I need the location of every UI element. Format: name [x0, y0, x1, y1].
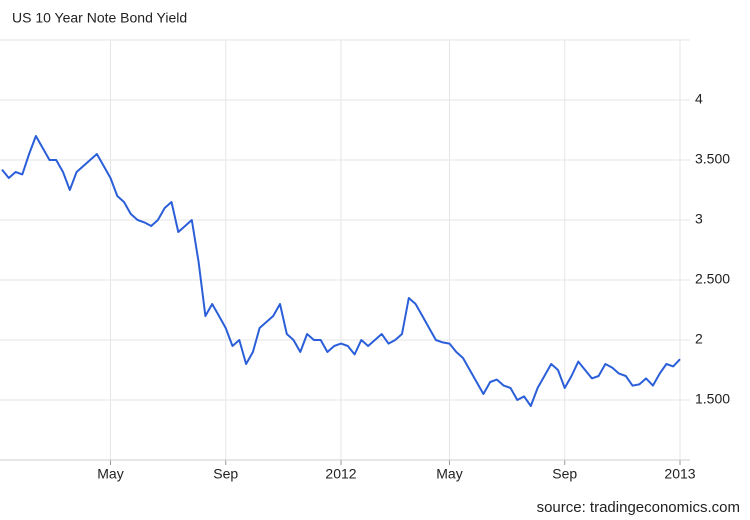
x-tick-label: 2012 [325, 466, 356, 482]
line-series [1, 135, 681, 407]
y-tick-label: 4 [695, 91, 703, 107]
x-tick-label: May [97, 466, 123, 482]
x-tick-label: 2013 [664, 466, 695, 482]
x-tick-label: Sep [552, 466, 577, 482]
y-tick-label: 1.500 [695, 391, 730, 407]
y-tick-label: 2.500 [695, 271, 730, 287]
x-tick-label: May [436, 466, 462, 482]
x-tick-label: Sep [213, 466, 238, 482]
y-tick-label: 2 [695, 331, 703, 347]
y-tick-label: 3.500 [695, 151, 730, 167]
source: source: tradingeconomics.com [537, 499, 740, 516]
y-tick-label: 3 [695, 211, 703, 227]
chart-title: US 10 Year Note Bond Yield [12, 10, 187, 26]
